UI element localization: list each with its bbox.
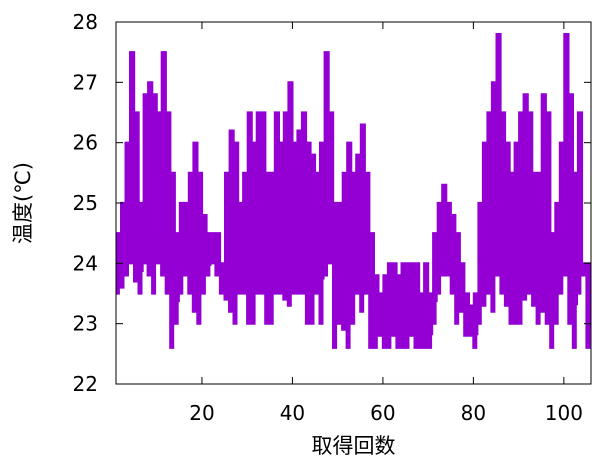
x-tick-label: 20 — [189, 401, 214, 425]
y-tick-label: 24 — [73, 251, 98, 275]
x-tick-label: 40 — [280, 401, 305, 425]
y-tick-label: 27 — [73, 70, 98, 94]
x-tick-label: 100 — [545, 401, 583, 425]
x-tick-label: 60 — [370, 401, 395, 425]
y-tick-label: 22 — [73, 372, 98, 396]
x-axis-title: 取得回数 — [312, 434, 396, 458]
y-tick-label: 23 — [73, 312, 98, 336]
y-tick-label: 25 — [73, 191, 98, 215]
y-axis: 22 23 24 25 26 27 28 — [73, 10, 591, 396]
y-axis-title: 温度(℃) — [11, 162, 35, 244]
y-tick-label: 26 — [73, 131, 98, 155]
y-tick-label: 28 — [73, 10, 98, 34]
plot-area — [116, 33, 591, 349]
x-axis: 20 40 60 80 100 — [189, 22, 583, 425]
x-tick-label: 80 — [461, 401, 486, 425]
temperature-series-line — [116, 33, 591, 349]
